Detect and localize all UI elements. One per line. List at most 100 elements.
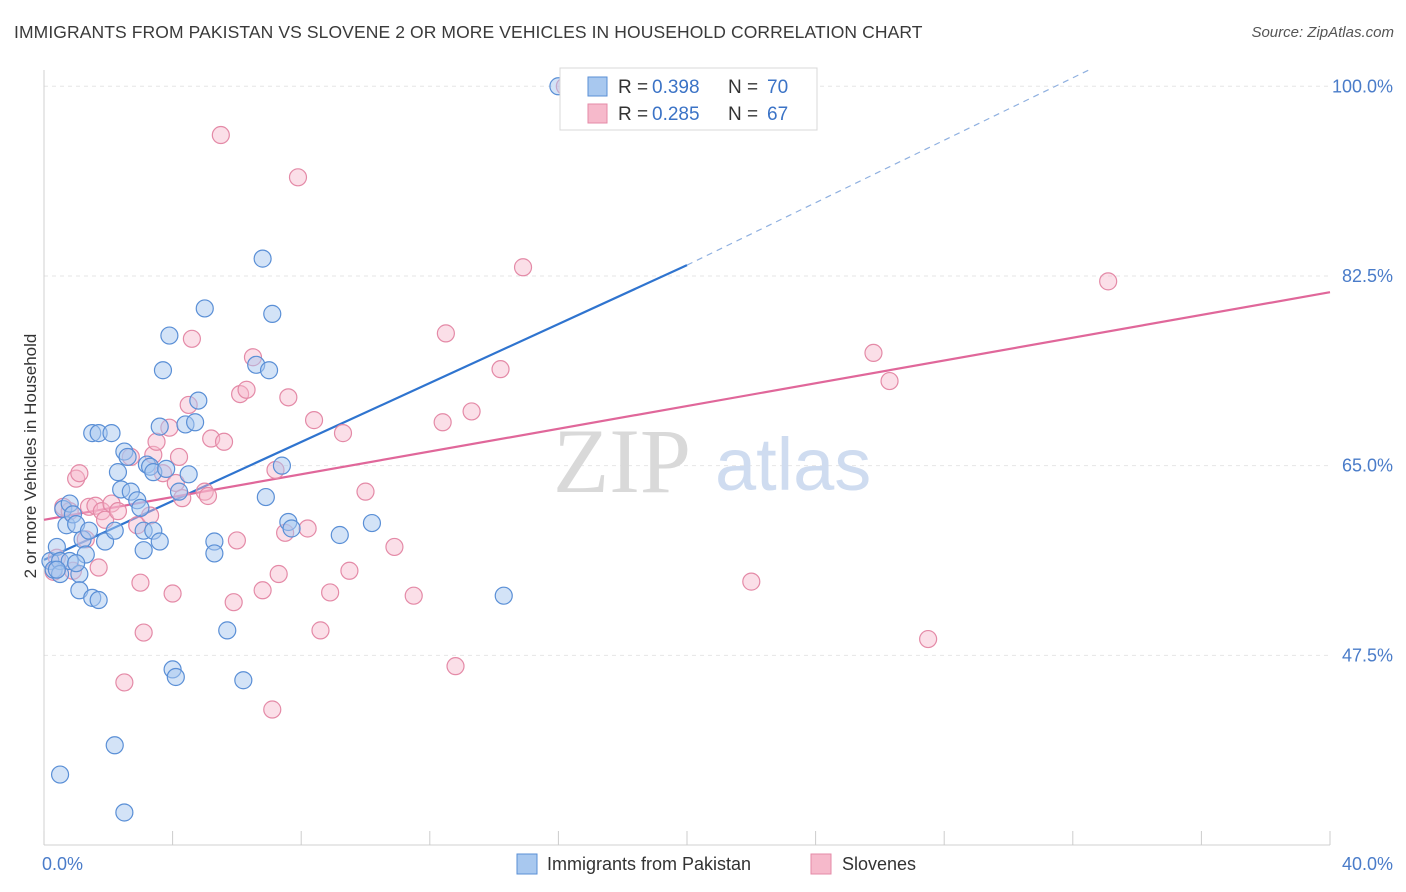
watermark: ZIP atlas [553, 410, 871, 512]
data-point-slovenes [134, 623, 153, 642]
axes [43, 70, 1331, 846]
y-tick-label: 82.5% [1342, 266, 1393, 286]
bottom-legend-swatch-pakistan [516, 853, 538, 875]
trendlines [43, 69, 1331, 561]
data-point-slovenes [198, 486, 218, 506]
data-point-slovenes [269, 564, 288, 584]
data-point-pakistan [79, 521, 99, 540]
data-point-slovenes [919, 629, 938, 649]
y-tick-labels: 47.5% 65.0% 82.5% 100.0% [1332, 76, 1393, 665]
data-point-slovenes [288, 168, 308, 187]
data-point-pakistan [169, 482, 189, 501]
data-point-slovenes [147, 432, 166, 451]
data-point-pakistan [282, 519, 301, 538]
bottom-legend-item-pakistan[interactable]: Immigrants from Pakistan [516, 853, 751, 875]
x-tick-labels: 0.0% 40.0% [42, 854, 1393, 874]
data-point-slovenes [211, 125, 230, 145]
legend-r-label-slovenes: R = [618, 104, 648, 125]
y-tick-label: 100.0% [1332, 76, 1393, 96]
x-tick-label-min: 0.0% [42, 854, 83, 874]
data-point-pakistan [494, 586, 513, 605]
data-point-pakistan [131, 498, 150, 518]
y-tick-label: 65.0% [1342, 456, 1393, 476]
data-point-pakistan [108, 463, 128, 482]
data-point-pakistan [105, 736, 124, 755]
data-point-pakistan [259, 361, 279, 380]
data-point-slovenes [321, 583, 340, 602]
data-point-pakistan [47, 560, 66, 579]
bottom-legend-item-slovenes[interactable]: Slovenes [810, 853, 916, 875]
data-point-slovenes [89, 558, 108, 577]
data-point-slovenes [304, 411, 324, 430]
data-point-slovenes [513, 258, 533, 277]
data-point-pakistan [67, 554, 86, 573]
bottom-legend-label-pakistan: Immigrants from Pakistan [547, 854, 751, 874]
data-point-pakistan [253, 249, 272, 268]
trendline-pakistan-extension [686, 69, 1090, 266]
data-point-slovenes [462, 402, 481, 421]
data-point-pakistan [89, 590, 108, 610]
trendline-pakistan [43, 264, 688, 561]
data-point-slovenes [115, 673, 134, 692]
data-point-pakistan [263, 304, 282, 323]
data-point-slovenes [279, 388, 298, 407]
data-point-pakistan [115, 803, 134, 822]
data-point-slovenes [880, 371, 899, 391]
y-axis-label: 2 or more Vehicles in Household [21, 334, 40, 579]
data-point-slovenes [131, 573, 150, 592]
data-point-pakistan [205, 544, 224, 563]
data-point-pakistan [134, 541, 153, 560]
legend-swatch-slovenes [587, 103, 608, 124]
data-point-slovenes [385, 537, 404, 557]
gridlines [44, 85, 1332, 656]
legend-r-value-pakistan: 0.398 [652, 77, 700, 98]
data-point-slovenes [340, 561, 359, 580]
data-point-slovenes [356, 482, 375, 501]
watermark-zip: ZIP [553, 410, 691, 512]
x-tick-label-max: 40.0% [1342, 854, 1393, 874]
data-point-pakistan [150, 417, 169, 436]
watermark-atlas: atlas [715, 423, 871, 506]
data-point-pakistan [189, 391, 208, 410]
data-point-slovenes [404, 586, 423, 605]
data-point-pakistan [118, 447, 137, 467]
bottom-legend-label-slovenes: Slovenes [842, 854, 916, 874]
data-point-pakistan [157, 459, 176, 478]
data-point-pakistan [105, 521, 124, 540]
data-point-pakistan [256, 487, 275, 507]
data-point-pakistan [186, 413, 205, 432]
legend-n-label-pakistan: N = [728, 77, 758, 98]
data-point-slovenes [169, 447, 189, 467]
data-point-slovenes [742, 572, 761, 591]
data-point-slovenes [227, 531, 246, 550]
data-point-slovenes [311, 621, 330, 640]
chart-source: Source: ZipAtlas.com [1251, 24, 1394, 41]
data-point-slovenes [214, 432, 234, 451]
data-point-slovenes [433, 413, 452, 432]
data-point-pakistan [195, 299, 214, 318]
data-point-pakistan [234, 671, 253, 690]
data-point-pakistan [153, 361, 173, 380]
data-point-slovenes [436, 324, 455, 343]
data-point-pakistan [102, 424, 121, 443]
bottom-legend: Immigrants from Pakistan Slovenes [516, 853, 916, 875]
data-point-pakistan [160, 326, 179, 345]
data-point-pakistan [150, 532, 169, 551]
data-point-pakistan [218, 621, 237, 640]
legend-swatch-pakistan [587, 76, 608, 97]
bottom-legend-swatch-slovenes [810, 853, 832, 875]
data-point-slovenes [67, 469, 86, 488]
data-point-slovenes [224, 593, 243, 612]
data-point-slovenes [491, 360, 510, 379]
legend-r-label-pakistan: R = [618, 77, 648, 98]
data-point-slovenes [163, 584, 182, 603]
data-point-pakistan [179, 465, 198, 484]
data-point-pakistan [166, 667, 185, 687]
data-point-pakistan [272, 456, 292, 475]
data-point-slovenes [253, 581, 272, 600]
legend-n-label-slovenes: N = [728, 104, 758, 125]
data-point-slovenes [237, 380, 256, 399]
top-legend: R = 0.398 N = 70 R = 0.285 N = 67 [559, 67, 818, 131]
data-point-pakistan [50, 765, 70, 784]
